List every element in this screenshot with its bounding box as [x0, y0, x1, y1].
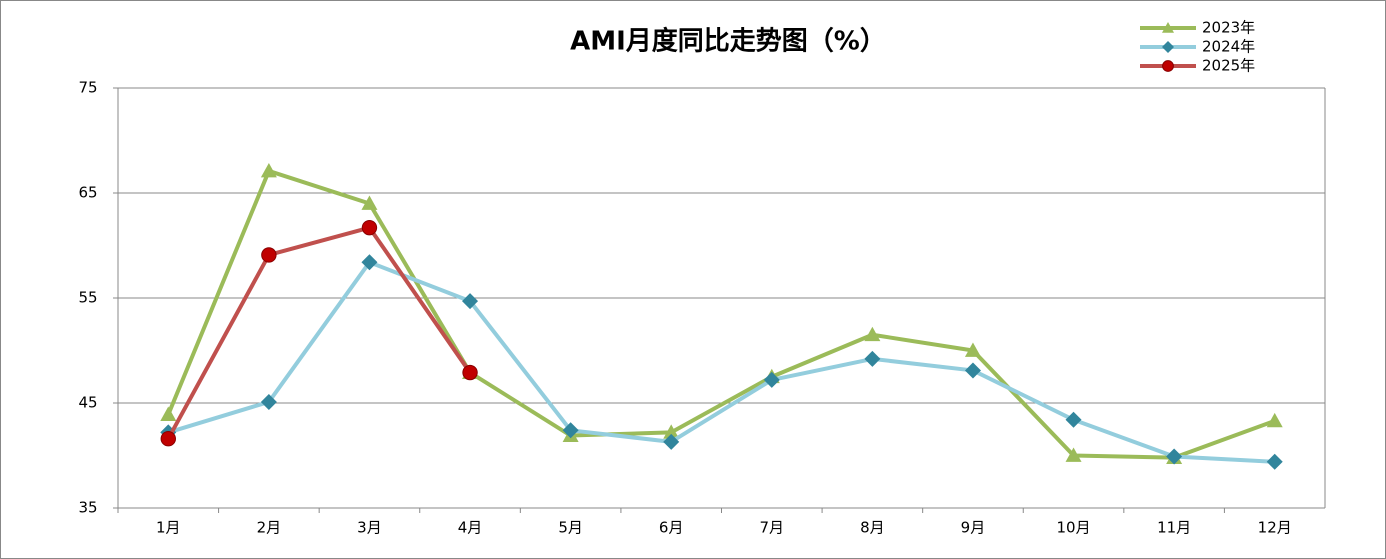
y-tick-label: 65 — [78, 184, 97, 202]
series-line — [166, 225, 472, 440]
x-tick-label: 1月 — [156, 519, 181, 537]
marker — [1065, 447, 1082, 462]
marker — [864, 326, 881, 342]
marker — [663, 424, 680, 439]
marker — [160, 406, 177, 421]
x-tick-label: 4月 — [458, 519, 483, 537]
series-line — [167, 260, 1275, 464]
y-tick-label: 75 — [78, 79, 97, 97]
x-tick-label: 9月 — [961, 519, 986, 537]
series-line — [166, 168, 1276, 460]
x-tick-label: 3月 — [357, 519, 382, 537]
marker — [361, 254, 378, 271]
x-tick-label: 8月 — [860, 519, 885, 537]
marker — [1065, 411, 1082, 428]
marker — [261, 247, 277, 263]
marker — [663, 433, 680, 450]
marker — [462, 364, 478, 381]
y-tick-label: 45 — [78, 394, 97, 412]
marker — [562, 422, 579, 439]
x-tick-label: 12月 — [1258, 519, 1292, 537]
legend-label: 2024年 — [1202, 38, 1255, 56]
marker — [361, 195, 378, 210]
marker — [160, 431, 176, 447]
legend-label: 2025年 — [1202, 57, 1255, 75]
x-tick-label: 7月 — [760, 519, 785, 537]
x-tick-label: 6月 — [659, 519, 684, 537]
y-tick-label: 35 — [78, 499, 97, 517]
x-tick-label: 10月 — [1056, 519, 1090, 537]
marker — [1166, 448, 1183, 465]
legend-marker — [1162, 22, 1174, 33]
marker — [864, 350, 881, 367]
marker — [964, 362, 981, 379]
y-tick-label: 55 — [78, 289, 97, 307]
x-tick-label: 5月 — [558, 519, 583, 537]
marker — [462, 293, 479, 310]
legend-label: 2023年 — [1202, 19, 1255, 37]
chart-title: AMI月度同比走势图（%） — [570, 26, 886, 57]
marker — [964, 342, 981, 357]
marker — [1266, 453, 1283, 470]
legend-marker — [1162, 41, 1174, 53]
marker — [1266, 412, 1283, 428]
marker — [260, 393, 277, 410]
marker — [763, 371, 780, 388]
marker — [260, 162, 277, 178]
x-tick-label: 2月 — [257, 519, 282, 537]
x-tick-label: 11月 — [1157, 519, 1191, 537]
marker — [361, 219, 378, 236]
legend-marker — [1162, 60, 1174, 72]
